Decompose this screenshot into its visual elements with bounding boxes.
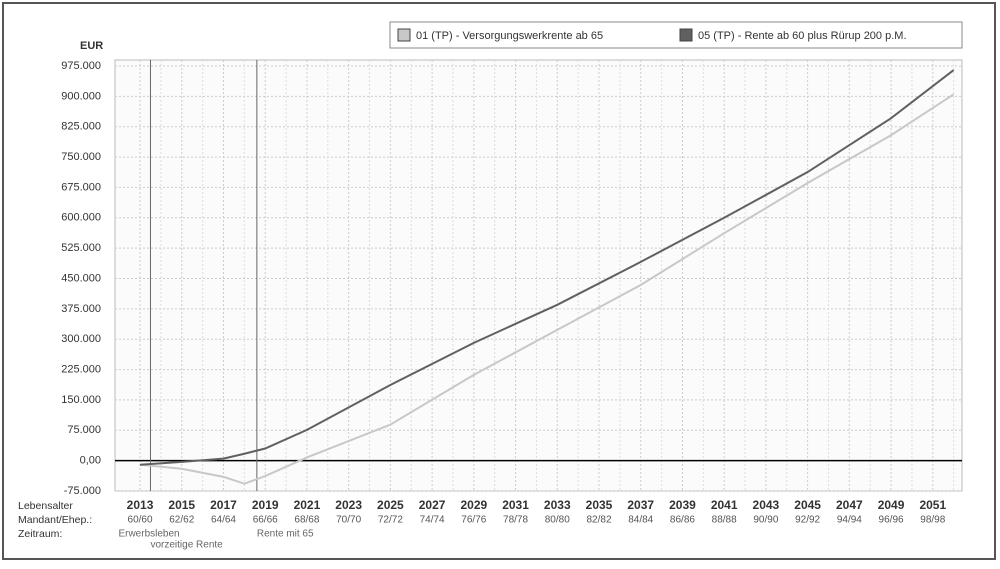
age-label: 88/88: [712, 515, 737, 526]
legend-label: 01 (TP) - Versorgungswerkrente ab 65: [416, 30, 603, 42]
y-tick-label: 450.000: [61, 272, 101, 284]
x-tick-label: 2035: [586, 498, 613, 512]
y-tick-label: 600.000: [61, 212, 101, 224]
y-axis-label: EUR: [80, 40, 103, 52]
x-tick-label: 2047: [836, 498, 863, 512]
legend-swatch: [397, 28, 411, 42]
x-tick-label: 2013: [127, 498, 154, 512]
y-tick-label: 525.000: [61, 242, 101, 254]
legend-label: 05 (TP) - Rente ab 60 plus Rürup 200 p.M…: [698, 30, 907, 42]
age-label: 62/62: [169, 515, 194, 526]
y-tick-label: 300.000: [61, 333, 101, 345]
y-tick-label: -75.000: [64, 485, 101, 497]
y-tick-label: 975.000: [61, 60, 101, 72]
row-label: Lebensalter: [18, 500, 73, 512]
y-tick-label: 900.000: [61, 90, 101, 102]
age-label: 98/98: [920, 515, 945, 526]
y-tick-label: 750.000: [61, 151, 101, 163]
age-label: 94/94: [837, 515, 862, 526]
series-line: [139, 69, 955, 466]
x-tick-label: 2045: [794, 498, 821, 512]
age-label: 68/68: [294, 515, 319, 526]
x-tick-label: 2025: [377, 498, 404, 512]
x-tick-label: 2023: [335, 498, 362, 512]
age-label: 92/92: [795, 515, 820, 526]
x-tick-label: 2033: [544, 498, 571, 512]
y-tick-label: 675.000: [61, 181, 101, 193]
row-label: Mandant/Ehep.:: [18, 514, 92, 526]
age-label: 74/74: [420, 515, 445, 526]
plot-area: [114, 59, 963, 492]
x-tick-label: 2049: [878, 498, 905, 512]
y-tick-label: 150.000: [61, 394, 101, 406]
age-label: 96/96: [879, 515, 904, 526]
y-tick-label: 75.000: [67, 424, 101, 436]
x-tick-label: 2037: [627, 498, 654, 512]
age-label: 72/72: [378, 515, 403, 526]
age-label: 60/60: [128, 515, 153, 526]
age-label: 80/80: [545, 515, 570, 526]
period-label: Rente mit 65: [257, 529, 314, 540]
y-tick-label: 825.000: [61, 121, 101, 133]
x-tick-label: 2039: [669, 498, 696, 512]
age-label: 86/86: [670, 515, 695, 526]
x-tick-label: 2027: [419, 498, 446, 512]
x-tick-label: 2017: [210, 498, 237, 512]
x-tick-label: 2015: [168, 498, 195, 512]
period-label: vorzeitige Rente: [150, 540, 223, 551]
age-label: 90/90: [753, 515, 778, 526]
age-label: 84/84: [628, 515, 653, 526]
series-line: [139, 93, 955, 485]
x-tick-label: 2031: [502, 498, 529, 512]
age-label: 70/70: [336, 515, 361, 526]
legend-swatch: [679, 28, 693, 42]
age-label: 76/76: [461, 515, 486, 526]
x-tick-label: 2019: [252, 498, 279, 512]
period-label: Erwerbsleben: [118, 529, 179, 540]
age-label: 78/78: [503, 515, 528, 526]
x-tick-label: 2043: [753, 498, 780, 512]
x-tick-label: 2021: [294, 498, 321, 512]
x-tick-label: 2051: [919, 498, 946, 512]
x-tick-label: 2029: [460, 498, 487, 512]
age-label: 82/82: [586, 515, 611, 526]
y-tick-label: 225.000: [61, 363, 101, 375]
y-tick-label: 0,00: [80, 455, 101, 467]
row-label: Zeitraum:: [18, 528, 62, 540]
age-label: 66/66: [253, 515, 278, 526]
x-tick-label: 2041: [711, 498, 738, 512]
y-tick-label: 375.000: [61, 303, 101, 315]
legend: [389, 21, 963, 49]
age-label: 64/64: [211, 515, 236, 526]
